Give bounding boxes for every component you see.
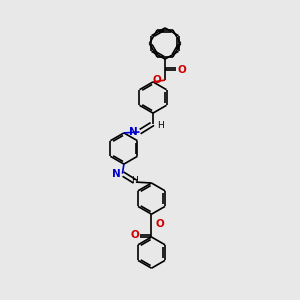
Text: N: N <box>112 169 121 179</box>
Text: H: H <box>131 176 137 185</box>
Text: H: H <box>157 121 164 130</box>
Text: O: O <box>152 75 161 85</box>
Text: O: O <box>178 65 186 76</box>
Text: O: O <box>156 219 164 229</box>
Text: N: N <box>129 127 138 137</box>
Text: O: O <box>130 230 139 240</box>
